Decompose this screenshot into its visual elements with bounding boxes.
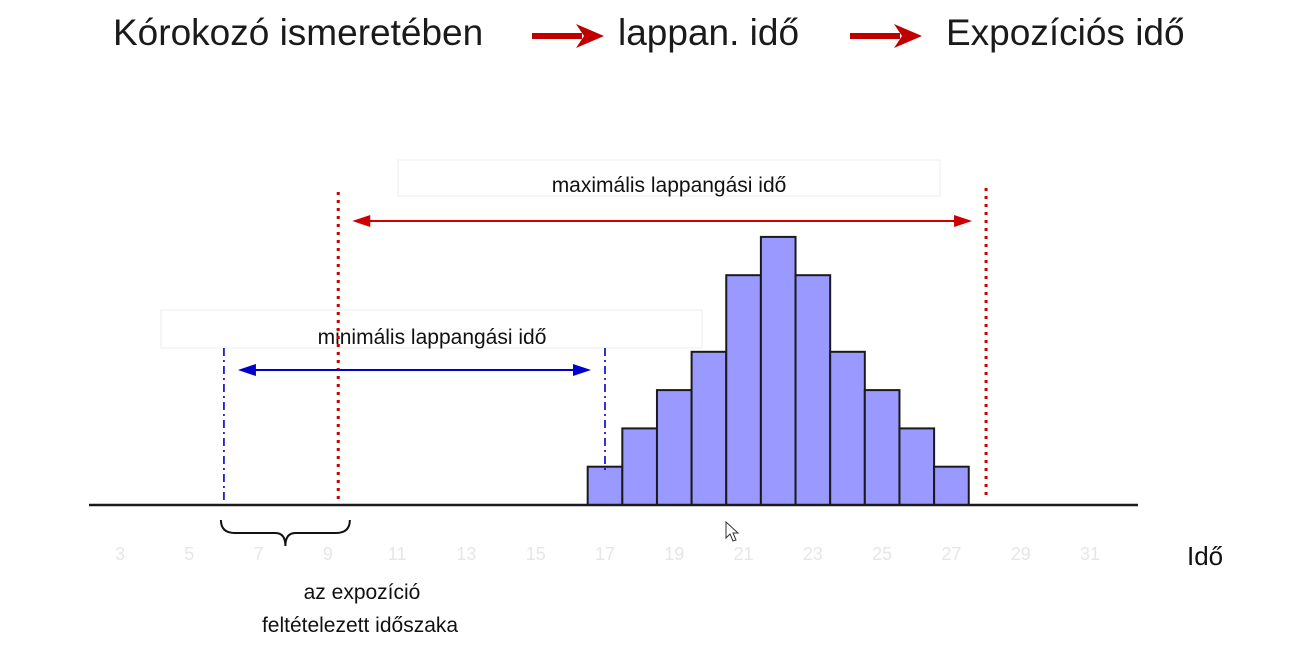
histogram-bar: [898, 427, 936, 506]
histogram-bar: [829, 350, 866, 506]
histogram-bar: [933, 465, 970, 507]
x-tick-label: 17: [595, 544, 615, 564]
histogram-bar: [690, 350, 728, 506]
x-tick-label: 23: [803, 544, 823, 564]
x-tick-label: 11: [388, 544, 407, 564]
max-incubation-label: maximális lappangási idő: [552, 174, 787, 197]
exposure-label-line1: az expozíció: [304, 581, 421, 604]
histogram-bar: [794, 274, 832, 507]
exposure-brace-icon: [219, 519, 351, 547]
max-incubation-arrow: [352, 215, 973, 227]
right-arrow-icon: [850, 24, 922, 48]
histogram-bars: [586, 235, 970, 507]
mouse-cursor-icon: [725, 520, 740, 542]
histogram-bar: [586, 465, 624, 507]
header-step-pathogen: Kórokozó ismeretében: [113, 12, 484, 53]
min-incubation-label: minimális lappangási idő: [318, 326, 547, 349]
x-tick-label: 27: [941, 544, 961, 564]
right-arrow-icon: [532, 24, 604, 48]
x-tick-label: 21: [734, 544, 754, 564]
exposure-label-line2: feltételezett időszaka: [262, 614, 458, 637]
x-tick-label: 9: [323, 544, 333, 564]
header-step-incubation: lappan. idő: [618, 12, 800, 53]
x-tick-label: 29: [1011, 544, 1031, 564]
header: Kórokozó ismeretében lappan. idő Expozíc…: [0, 0, 1314, 80]
histogram-bar: [863, 389, 901, 507]
x-axis-label: Idő: [1187, 541, 1223, 571]
x-tick-label: 3: [115, 544, 125, 564]
x-tick-label: 15: [526, 544, 546, 564]
histogram-bar: [621, 427, 658, 506]
x-tick-label: 7: [254, 544, 264, 564]
max-incubation-label-box: [397, 159, 941, 197]
histogram-bar: [725, 274, 762, 507]
x-tick-label: 13: [456, 544, 476, 564]
x-tick-label: 19: [664, 544, 684, 564]
histogram-bar: [759, 235, 797, 506]
x-tick-label: 5: [184, 544, 194, 564]
min-incubation-arrow: [237, 364, 591, 376]
x-tick-label: 25: [872, 544, 892, 564]
x-tick-label: 31: [1080, 544, 1100, 564]
header-step-exposure: Expozíciós idő: [946, 12, 1185, 53]
x-axis-ticks: 3 5 7 9 11 13 15 17 19 21 23 25 27 29 31: [115, 544, 1100, 564]
min-incubation-label-box: [160, 309, 703, 349]
histogram-bar: [655, 389, 693, 507]
